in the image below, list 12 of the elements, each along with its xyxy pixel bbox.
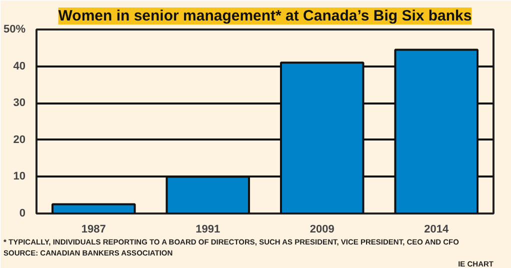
- y-tick-label: 0: [19, 208, 26, 220]
- x-tick-label: 2009: [310, 224, 334, 236]
- chart-title: Women in senior management* at Canada’s Big Six banks: [58, 8, 472, 24]
- y-tick-label: 50%: [3, 24, 26, 36]
- y-tick-label: 10: [13, 170, 26, 183]
- x-tick-label: 1991: [196, 224, 220, 236]
- y-tick-label: 40: [13, 60, 26, 72]
- bar: [51, 203, 136, 214]
- y-tick-label: 30: [13, 97, 26, 110]
- x-tick-label: 2014: [424, 224, 450, 236]
- y-tick-label: 20: [13, 134, 26, 146]
- x-tick-label: 1987: [81, 224, 106, 236]
